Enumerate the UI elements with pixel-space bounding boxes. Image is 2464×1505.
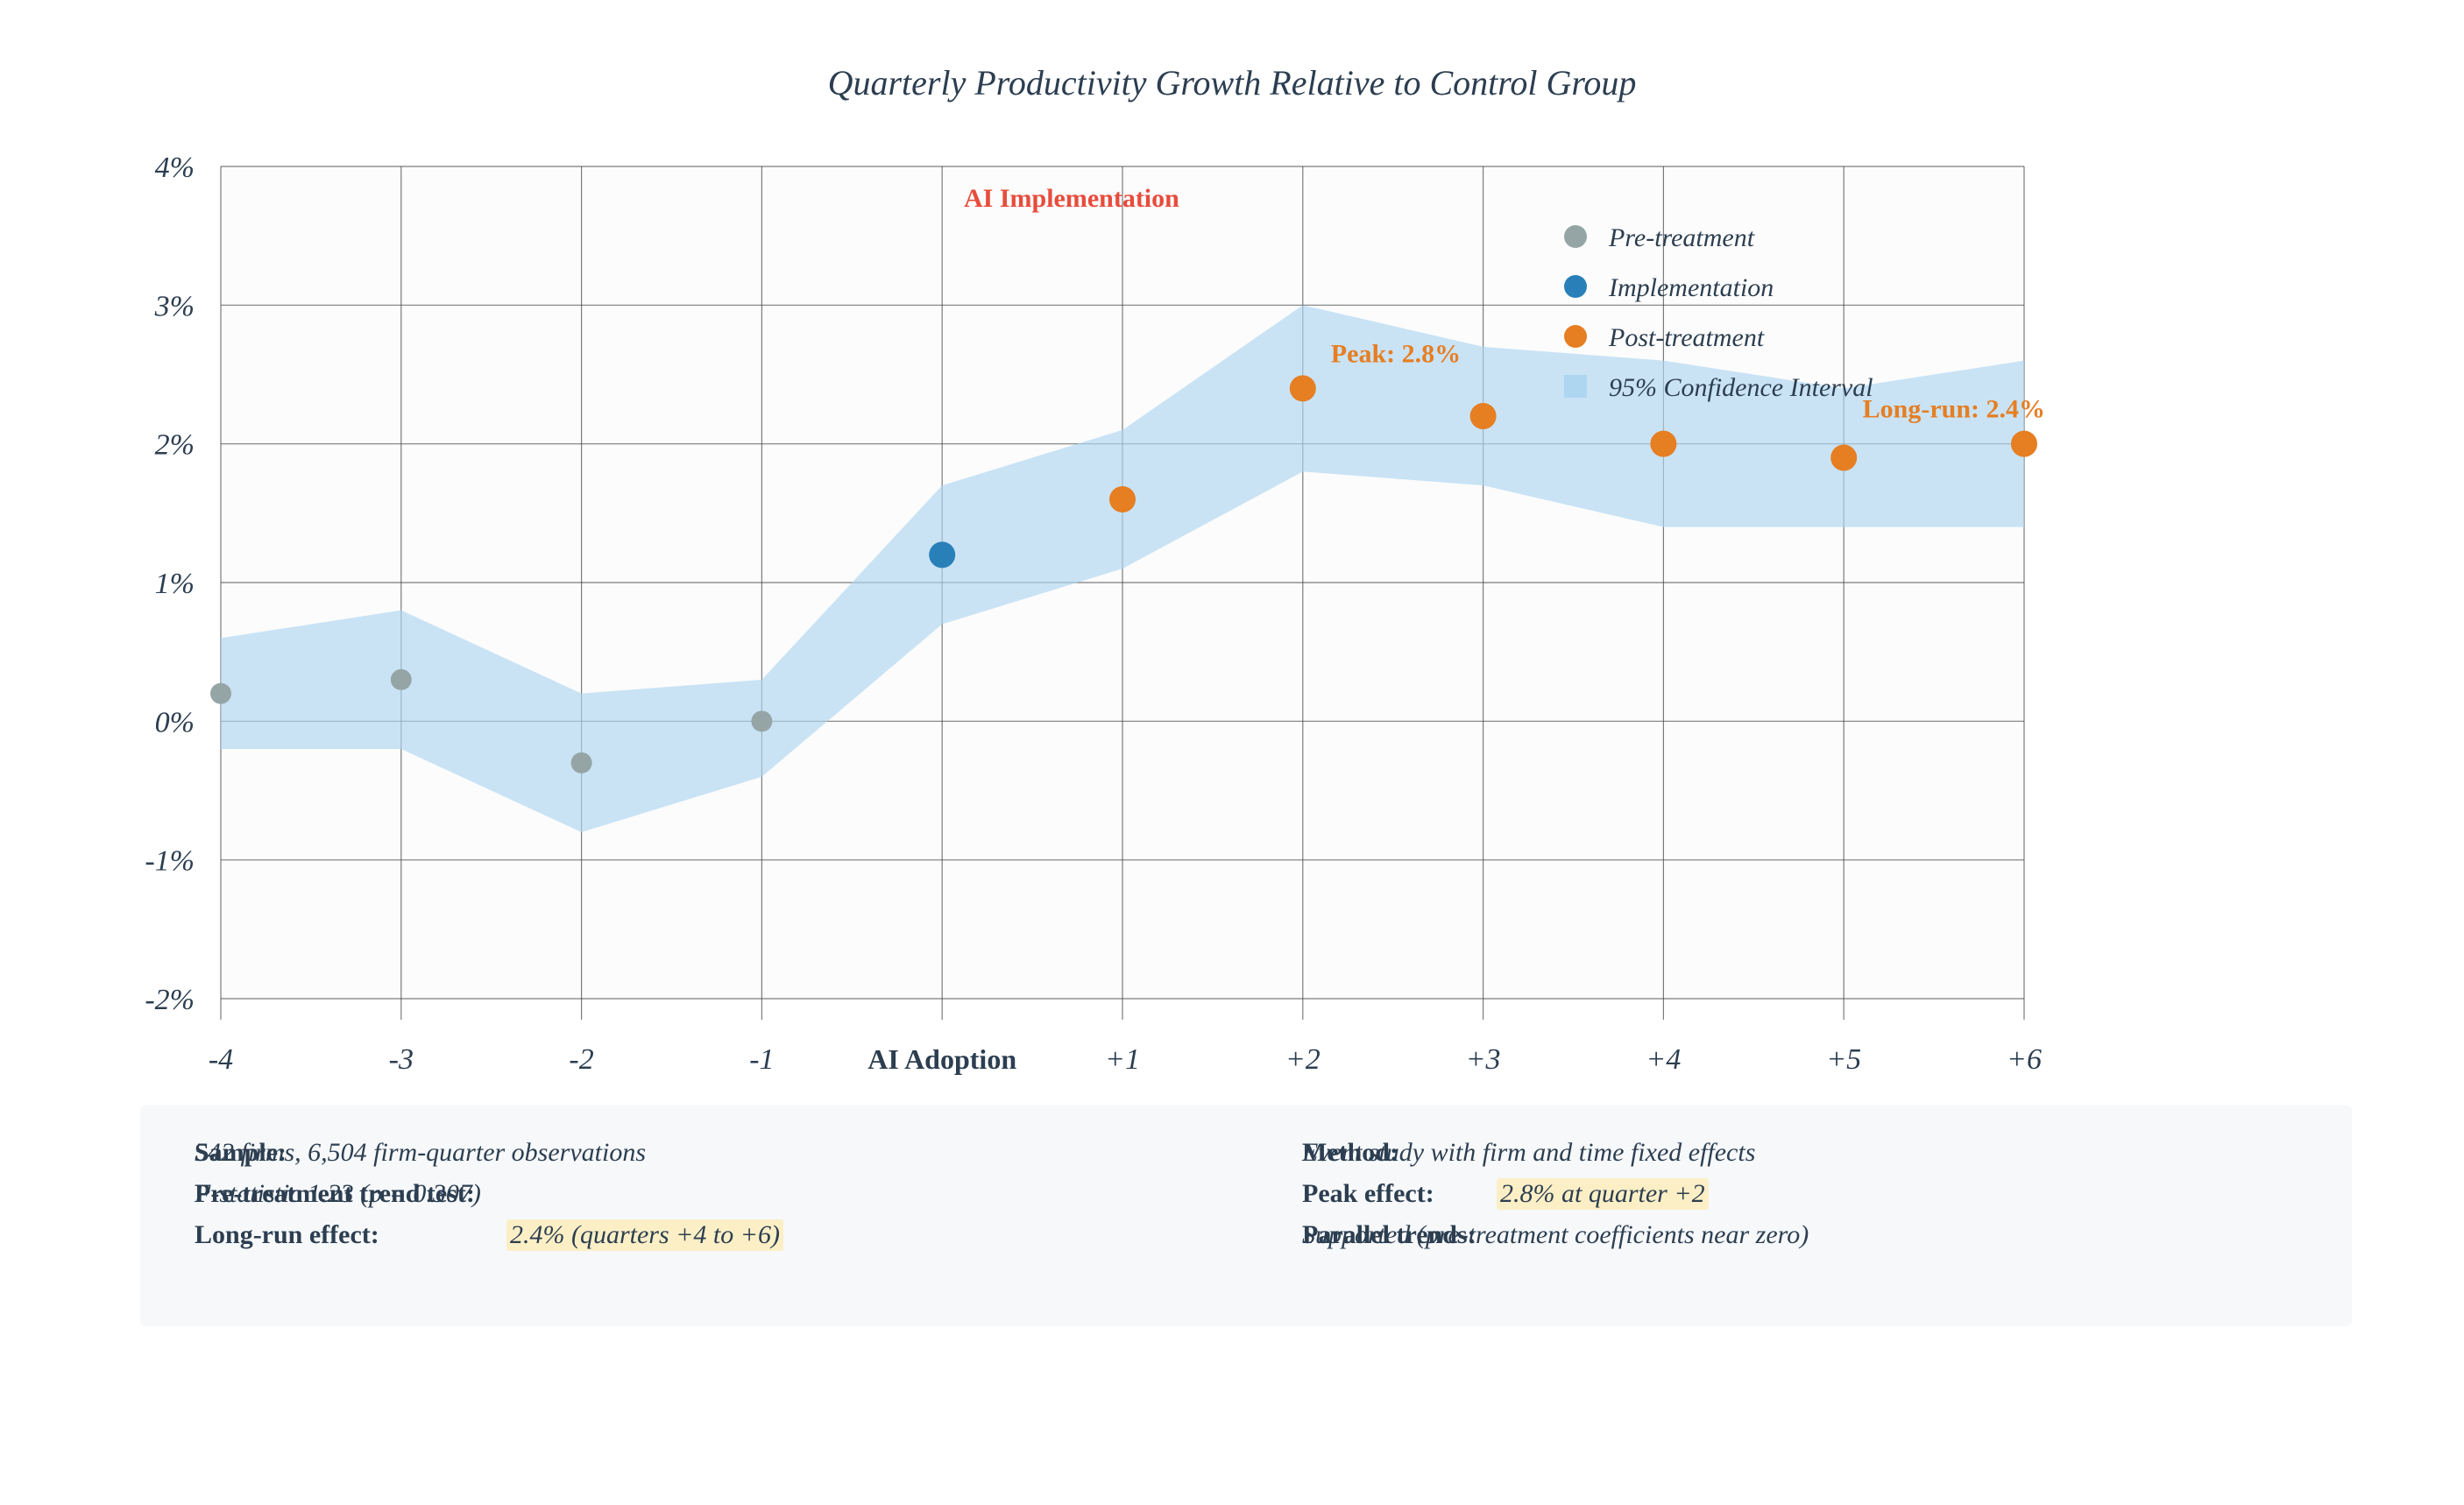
y-tick-label: 4% [155,152,195,184]
data-point [1109,486,1136,512]
x-tick-label: +4 [1646,1043,1681,1076]
legend-marker [1564,225,1587,248]
pretrend-value: F-statistic 1.23 (p = 0.307) [195,1179,481,1208]
y-tick-label: 1% [155,568,195,600]
implementation-label: AI Implementation [964,184,1179,213]
data-point [1830,444,1858,471]
legend-marker [1564,375,1587,398]
x-tick-label: +5 [1826,1043,1861,1076]
data-point [1469,403,1497,429]
peak-value: 2.8% at quarter +2 [1497,1178,1709,1210]
legend-label: Post-treatment [1608,323,1765,352]
y-tick-labels: -2% -1% 0% 1% 2% 3% 4% [145,152,195,1016]
data-point [570,752,592,774]
peak-label: Peak effect: [1302,1179,1434,1208]
data-point [390,668,412,690]
confidence-interval-band [221,305,2024,832]
x-tick-label: -4 [209,1043,233,1076]
annotations: Peak: 2.8% Long-run: 2.4% [1331,339,2045,423]
x-tick-labels: -4 -3 -2 -1 AI Adoption +1 +2 +3 +4 +5 +6 [209,1043,2042,1076]
x-tick-label: AI Adoption [867,1043,1016,1075]
x-tick-label: +1 [1105,1043,1140,1076]
legend-label: 95% Confidence Interval [1609,373,1873,402]
legend: Pre-treatment Implementation Post-treatmen… [1564,223,1873,402]
annotation-peak: Peak: 2.8% [1331,339,1461,368]
x-tick-label: +3 [1466,1043,1501,1076]
data-point [210,682,231,704]
longrun-label: Long-run effect: [195,1220,379,1249]
x-tick-label: +2 [1285,1043,1321,1076]
parallel-label: Parallel trends: [1302,1220,1476,1249]
data-point [929,541,956,569]
y-tick-label: -1% [145,845,195,878]
data-point [751,710,773,732]
y-tick-label: 3% [154,290,195,322]
summary-panel: 542 firms, 6,504 firm-quarter observatio… [140,1106,2352,1326]
y-tick-label: -2% [145,984,195,1016]
parallel-value: Supported (pre-treatment coefficients ne… [1302,1220,1809,1249]
x-tick-label: -3 [389,1043,414,1076]
event-study-chart: Quarterly Productivity Growth Relative t… [145,63,2045,1076]
pretrend-label: Pre-treatment trend test: [195,1179,475,1208]
data-point [1650,430,1677,457]
annotation-long-run: Long-run: 2.4% [1863,395,2045,424]
data-points [210,375,2037,774]
x-tick-label: -2 [569,1043,593,1076]
method-value: Event study with firm and time fixed eff… [1302,1138,1756,1167]
x-tick-label: +6 [2007,1043,2042,1076]
y-tick-label: 0% [155,706,195,738]
sample-label: Sample: [195,1138,287,1167]
legend-marker [1564,325,1587,348]
data-point [2011,430,2037,457]
sample-value: 542 firms, 6,504 firm-quarter observatio… [195,1138,647,1167]
y-tick-label: 2% [155,429,195,462]
data-point [1289,375,1316,402]
x-tick-label: -1 [749,1043,774,1076]
legend-marker [1564,275,1587,298]
legend-label: Implementation [1608,273,1774,302]
chart-title: Quarterly Productivity Growth Relative t… [828,63,1637,102]
legend-label: Pre-treatment [1608,223,1755,252]
x-gridlines [220,166,2025,1020]
longrun-value: 2.4% (quarters +4 to +6) [506,1219,783,1251]
method-label: Method: [1302,1138,1398,1167]
